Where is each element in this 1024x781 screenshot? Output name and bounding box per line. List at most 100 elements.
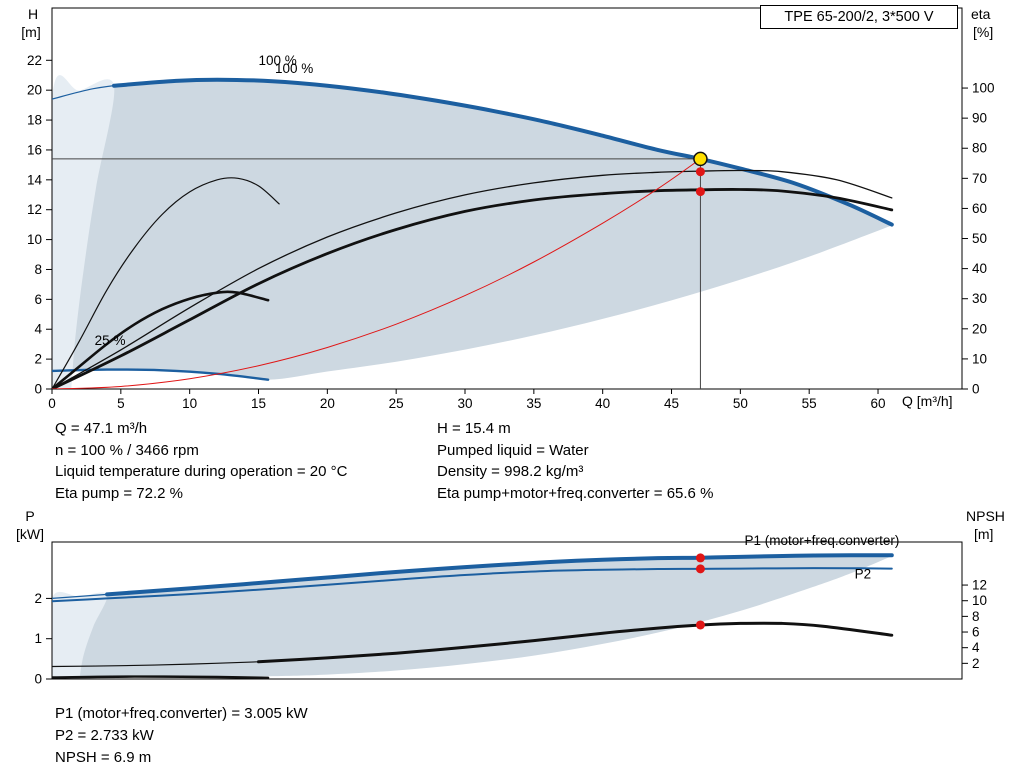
eta-pump-100pct-curve	[52, 169, 893, 389]
x-tick-label: 45	[664, 396, 679, 411]
y-right-tick-label: 0	[972, 382, 980, 397]
info-head: H = 15.4 m	[437, 420, 511, 437]
x-tick-label: 0	[48, 396, 56, 411]
y-left-tick-label: 0	[34, 382, 42, 397]
x-tick-label: 50	[733, 396, 748, 411]
curve-label: 25 %	[95, 333, 126, 348]
x-tick-label: 60	[871, 396, 886, 411]
npsh-curve	[257, 621, 894, 664]
p2-marker	[695, 564, 705, 574]
info-npsh: NPSH = 6.9 m	[55, 749, 152, 766]
y-left-tick-label: 8	[34, 262, 42, 277]
axis-titles: H [m] eta [%] Q [m³/h]	[21, 6, 993, 409]
low-flow-region-area	[52, 591, 108, 679]
operating-point-info: Q = 47.1 m³/h n = 100 % / 3466 rpm Liqui…	[55, 418, 1024, 504]
x-tick-label: 55	[802, 396, 817, 411]
info-pumped-liquid: Pumped liquid = Water	[437, 441, 589, 459]
head-100pct-curve	[112, 77, 894, 227]
duty-point-marker[interactable]	[693, 151, 708, 167]
x-tick-label: 10	[182, 396, 197, 411]
y-left-tick-label: 14	[27, 172, 43, 187]
y-right-tick-label: 70	[972, 171, 987, 186]
p2-curve	[52, 567, 893, 603]
left-axis-title: [kW]	[16, 526, 44, 542]
y-left-tick-label: 2	[34, 352, 42, 367]
x-tick-label: 35	[526, 396, 541, 411]
eta-pump-marker	[695, 167, 705, 177]
npsh-marker	[695, 620, 705, 630]
y-right-tick-label: 30	[972, 291, 987, 306]
info-density: Density = 998.2 kg/m³	[437, 463, 584, 480]
info-flow: Q = 47.1 m³/h	[55, 420, 148, 437]
y-right-tick-label: 10	[972, 593, 987, 608]
plot-frame	[51, 541, 963, 680]
right-axis-title: NPSH	[966, 508, 1005, 524]
x-tick-label: 25	[389, 396, 404, 411]
curve-label: P1 (motor+freq.converter)	[744, 533, 899, 548]
info-col-right: H = 15.4 m Pumped liquid = Water Density…	[437, 418, 713, 504]
chart-areas	[52, 75, 892, 389]
y-left-tick-label: 6	[34, 292, 42, 307]
y-right-tick-label: 40	[972, 261, 987, 276]
y-right-tick-label: 90	[972, 111, 987, 126]
eta-pump-25pct-curve	[52, 177, 280, 389]
pump-model-box: TPE 65-200/2, 3*500 V	[760, 5, 958, 29]
y-left-tick-label: 16	[27, 142, 42, 157]
power-envelope-area	[52, 555, 892, 677]
y-right-tick-label: 2	[972, 656, 980, 671]
y-right-tick-label: 4	[972, 640, 980, 655]
eta-total-25pct-curve	[52, 290, 270, 389]
eta-total-100pct-curve	[52, 188, 894, 389]
right-axis-title: eta	[971, 6, 991, 22]
eta-total-marker	[695, 187, 705, 197]
info-liquid-temperature: Liquid temperature during operation = 20…	[55, 463, 348, 480]
y-right-tick-label: 60	[972, 201, 987, 216]
y-right-tick-label: 20	[972, 321, 987, 336]
left-axis-title: H	[28, 6, 38, 22]
curve-label: P2	[855, 566, 872, 581]
p1-marker	[695, 553, 705, 563]
x-tick-label: 15	[251, 396, 266, 411]
y-left-tick-label: 22	[27, 53, 42, 68]
info-p2: P2 = 2.733 kW	[55, 727, 154, 744]
y-right-tick-label: 80	[972, 141, 987, 156]
p1-curve	[105, 553, 894, 597]
info-speed: n = 100 % / 3466 rpm	[55, 441, 199, 459]
duty-lines	[52, 158, 701, 389]
operating-envelope-area	[52, 79, 892, 380]
y-left-tick-label: 18	[27, 113, 42, 128]
power-npsh-info: P1 (motor+freq.converter) = 3.005 kW P2 …	[55, 703, 1024, 769]
y-left-tick-label: 12	[27, 202, 42, 217]
y-right-tick-label: 10	[972, 351, 987, 366]
y-left-tick-label: 10	[27, 232, 42, 247]
low-flow-region-area	[52, 75, 115, 389]
npsh-lead-curve	[52, 661, 260, 668]
info-p1: P1 (motor+freq.converter) = 3.005 kW	[55, 705, 308, 722]
right-axis-title: [%]	[973, 24, 993, 40]
y-left-tick-label: 2	[34, 591, 42, 606]
axis-titles: P [kW] NPSH [m]	[16, 508, 1005, 542]
x-tick-label: 30	[457, 396, 472, 411]
y-left-tick-label: 4	[34, 322, 42, 337]
info-col-left: Q = 47.1 m³/h n = 100 % / 3466 rpm Liqui…	[55, 418, 437, 504]
chart-curves	[52, 553, 894, 679]
info-eta-pump: Eta pump = 72.2 %	[55, 484, 183, 502]
chart-curves	[52, 77, 894, 389]
y-left-tick-label: 0	[34, 672, 42, 687]
x-tick-label: 40	[595, 396, 610, 411]
y-right-tick-label: 12	[972, 578, 987, 593]
pump-model-label: TPE 65-200/2, 3*500 V	[784, 9, 934, 25]
left-axis-title: P	[25, 508, 34, 524]
plot-frame	[51, 7, 963, 390]
chart-areas	[52, 555, 892, 679]
x-axis-title: Q [m³/h]	[902, 393, 953, 409]
y-right-tick-label: 100	[972, 81, 995, 96]
y-right-tick-label: 50	[972, 231, 987, 246]
y-right-tick-label: 6	[972, 625, 980, 640]
x-tick-label: 5	[117, 396, 125, 411]
axis-ticks: 0 5 10 15 20 25 30 35 40 45 50 55 60 0 2 4 6 8 10 12 14 16 18 2…	[27, 53, 995, 411]
system-curve-curve	[52, 158, 701, 389]
left-axis-title: [m]	[21, 24, 40, 40]
